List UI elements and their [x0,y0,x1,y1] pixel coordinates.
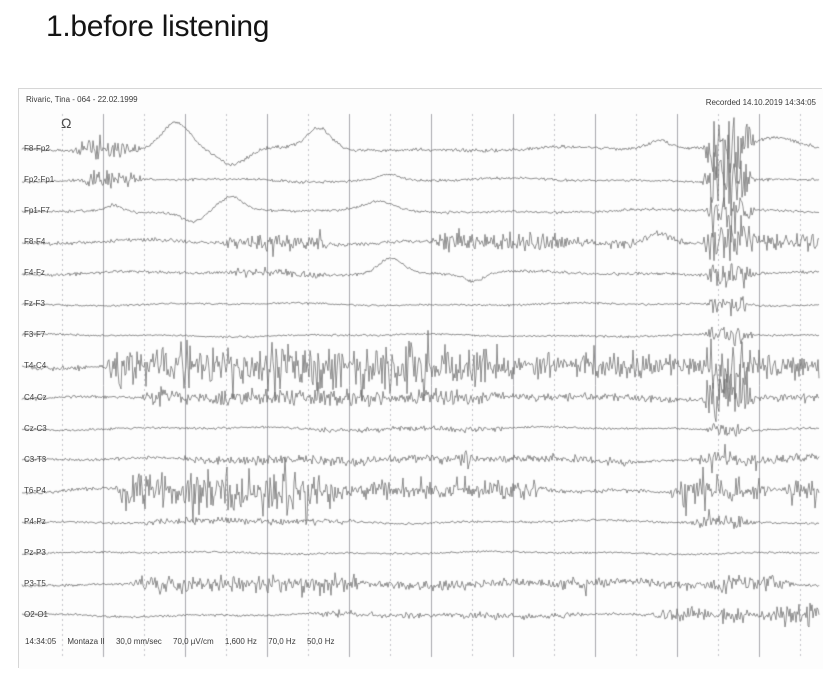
status-high-filter: 70,0 Hz [268,637,296,646]
status-sample-rate: 1,600 Hz [224,637,257,646]
channel-label-F8-F4: F8-F4 [24,237,46,247]
patient-info: Rivaric, Tina - 064 - 22.02.1999 [26,95,138,104]
page-title: 1.before listening [46,10,270,43]
status-time: 14:34:05 [25,637,57,646]
channel-label-F4-Fz: F4-Fz [24,268,45,278]
channel-label-Fp2-Fp1: Fp2-Fp1 [24,175,55,185]
channel-label-Fz-F3: Fz-F3 [24,299,45,309]
status-bar: 14:34:05 Montaza II 30,0 mm/sec 70,0 µV/… [25,637,344,646]
status-montage: Montaza II [67,637,105,646]
status-speed: 30,0 mm/sec [115,637,162,646]
channel-label-P3-T5: P3-T5 [24,578,46,588]
eeg-viewer-panel: Rivaric, Tina - 064 - 22.02.1999 Recorde… [18,88,823,669]
channel-label-Cz-C3: Cz-C3 [24,423,47,433]
channel-label-Fp1-F7: Fp1-F7 [24,206,50,216]
channel-label-O2-O1: O2-O1 [24,610,49,620]
omega-impedance-icon: Ω [61,115,72,131]
eeg-waveform-canvas [19,89,823,669]
channel-label-Pz-P3: Pz-P3 [24,547,46,557]
channel-label-T4-C4: T4-C4 [24,361,47,371]
channel-label-P4-Pz: P4-Pz [24,516,46,526]
channel-label-F3-F7: F3-F7 [24,330,46,340]
recorded-timestamp: Recorded 14.10.2019 14:34:05 [705,98,816,107]
channel-label-T6-P4: T6-P4 [24,485,46,495]
status-notch-filter: 50,0 Hz [306,637,335,646]
channel-label-F8-Fp2: F8-Fp2 [24,144,50,153]
channel-label-C4-Cz: C4-Cz [24,392,47,402]
channel-label-C3-T3: C3-T3 [24,454,47,464]
status-sensitivity: 70,0 µV/cm [173,637,214,646]
